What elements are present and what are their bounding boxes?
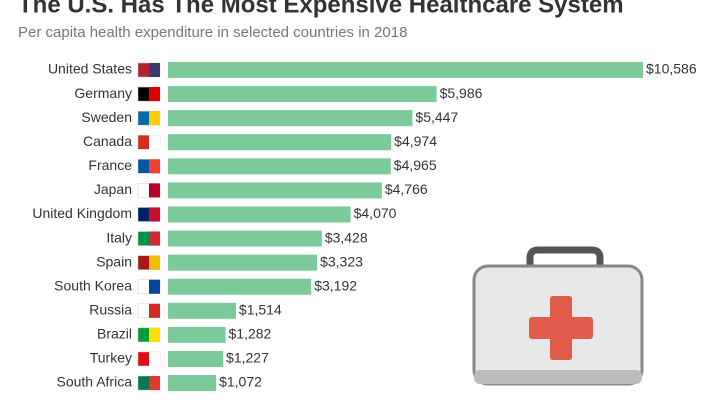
category-label: Brazil: [97, 326, 132, 342]
category-label: South Korea: [54, 277, 132, 293]
value-label: $10,586: [646, 61, 697, 77]
flag: [149, 351, 160, 366]
bar: [168, 158, 391, 175]
value-label: $4,070: [354, 205, 397, 221]
value-label: $1,227: [226, 350, 269, 366]
flag: [149, 135, 160, 150]
bar: [168, 206, 351, 223]
value-label: $1,514: [239, 302, 282, 318]
category-label: Italy: [106, 229, 132, 245]
bar: [168, 375, 217, 392]
flag: [149, 279, 160, 294]
category-label: South Africa: [57, 374, 133, 390]
kit-base: [474, 370, 642, 384]
category-label: Sweden: [81, 109, 132, 125]
value-label: $5,447: [415, 109, 458, 125]
category-label: Japan: [94, 181, 132, 197]
flag: [149, 183, 160, 198]
chart-title: The U.S. Has The Most Expensive Healthca…: [18, 0, 624, 18]
flag: [149, 376, 160, 391]
flag: [149, 255, 160, 270]
category-label: Russia: [89, 302, 132, 318]
category-label: Spain: [96, 253, 132, 269]
flag: [149, 63, 160, 77]
bar: [168, 86, 437, 103]
value-label: $4,965: [394, 157, 437, 173]
category-label: France: [88, 157, 132, 173]
value-label: $3,428: [325, 229, 368, 245]
bar: [168, 182, 382, 199]
bar: [168, 110, 413, 127]
category-label: Germany: [74, 85, 132, 101]
category-label: Turkey: [90, 350, 132, 366]
category-label: United Kingdom: [32, 205, 132, 221]
kit-handle: [526, 246, 604, 268]
flag: [149, 159, 160, 174]
value-label: $5,986: [440, 85, 483, 101]
value-label: $4,974: [394, 133, 437, 149]
value-label: $1,072: [219, 374, 262, 390]
bar: [168, 326, 226, 343]
flag: [149, 111, 160, 126]
bar: [168, 350, 224, 367]
bar: [168, 278, 312, 295]
flag: [149, 303, 160, 318]
bar: [168, 230, 322, 247]
medical-kit-illustration: [472, 246, 644, 386]
category-label: United States: [48, 61, 132, 77]
flag: [149, 231, 160, 246]
bar: [168, 302, 236, 319]
bar: [168, 134, 392, 151]
flag: [149, 87, 160, 102]
flag: [149, 327, 160, 342]
bar: [168, 62, 643, 78]
flag: [149, 207, 160, 222]
bar: [168, 254, 318, 271]
value-label: $4,766: [385, 181, 428, 197]
category-label: Canada: [83, 133, 132, 149]
value-label: $3,323: [320, 253, 363, 269]
value-label: $1,282: [229, 326, 272, 342]
kit-cross: [529, 317, 593, 339]
chart-subtitle: Per capita health expenditure in selecte…: [18, 24, 407, 41]
value-label: $3,192: [314, 277, 357, 293]
